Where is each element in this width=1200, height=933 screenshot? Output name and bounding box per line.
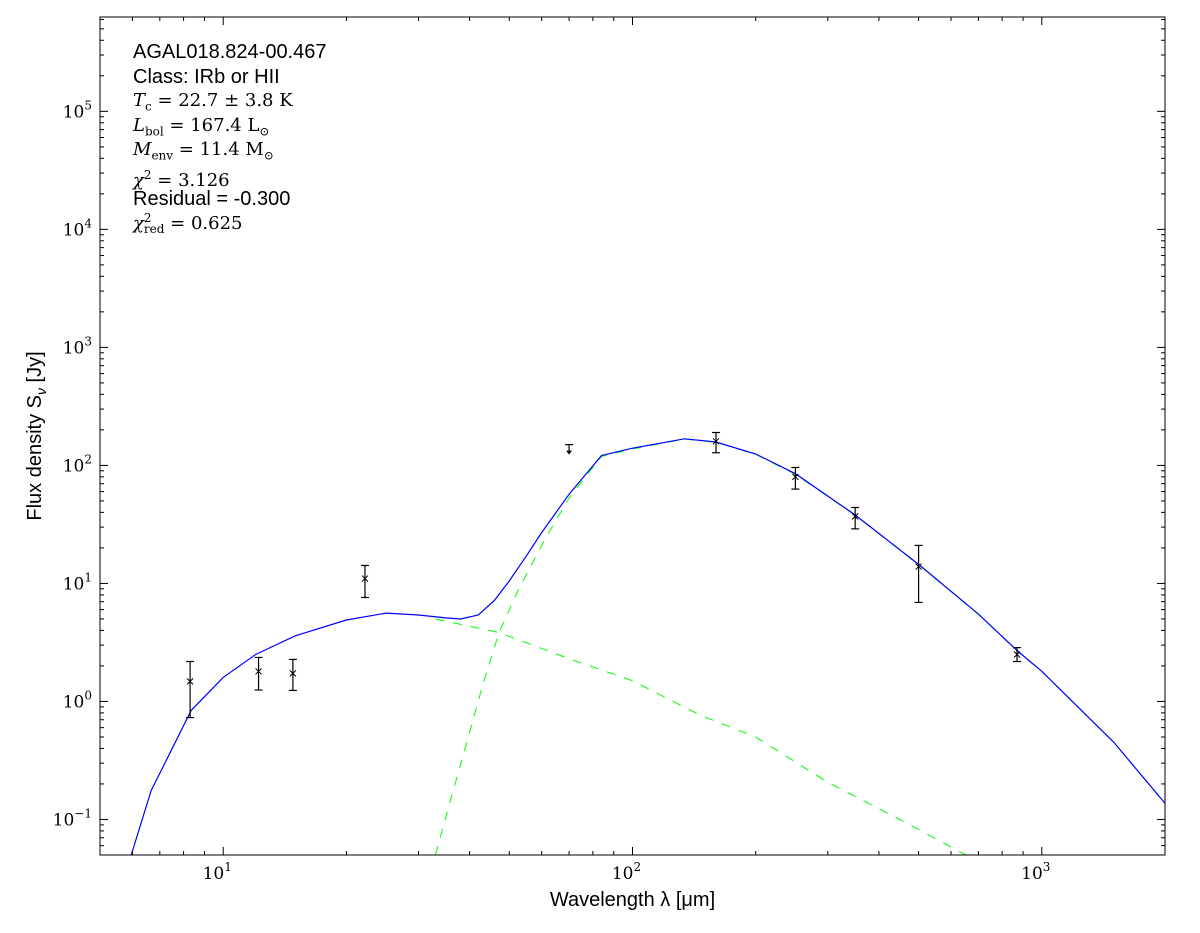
y-tick-label: 103 — [63, 334, 92, 358]
fit-annotations: AGAL018.824-00.467 Class: IRb or HII Tc … — [133, 40, 327, 236]
y-tick-exponent: −1 — [74, 806, 92, 820]
data-point-marker — [255, 667, 262, 675]
y-tick-exponent: 1 — [84, 570, 92, 584]
y-tick-exponent: 0 — [84, 688, 92, 702]
y-tick-exponent: 3 — [84, 334, 92, 348]
data-point-marker — [361, 575, 369, 582]
temperature-label: Tc = 22.7 ± 3.8 K — [133, 90, 293, 114]
x-tick-exponent: 3 — [1043, 860, 1051, 874]
y-axis-label-main: Flux density S — [24, 395, 46, 521]
y-tick-base: 10 — [63, 456, 85, 476]
luminosity-label: Lbol = 167.4 L⊙ — [133, 114, 270, 139]
y-tick-label: 105 — [63, 98, 92, 122]
y-axis-label-unit: [Jy] — [24, 351, 46, 388]
y-axis-label-sub: ν — [33, 388, 49, 395]
y-tick-exponent: 4 — [84, 216, 92, 230]
y-tick-exponent: 5 — [84, 98, 92, 112]
source-name: AGAL018.824-00.467 — [133, 41, 327, 63]
y-tick-label: 102 — [63, 452, 92, 476]
residual-label: Residual = -0.300 — [133, 188, 291, 210]
y-tick-base: 10 — [63, 220, 85, 240]
y-tick-base: 10 — [63, 338, 85, 358]
y-tick-label: 104 — [63, 216, 93, 240]
y-tick-base: 10 — [53, 810, 75, 830]
y-tick-exponent: 2 — [84, 452, 92, 466]
y-tick-label: 101 — [63, 570, 92, 594]
y-tick-label: 100 — [63, 688, 92, 712]
data-point-marker — [792, 473, 799, 481]
total-model-curve — [130, 438, 1165, 855]
x-tick-exponent: 1 — [224, 860, 232, 874]
y-tick-base: 10 — [63, 102, 85, 122]
data-point-marker — [915, 563, 922, 570]
y-tick-base: 10 — [63, 574, 85, 594]
x-tick-label: 102 — [612, 860, 641, 884]
data-point-marker — [851, 513, 859, 520]
y-tick-label: 10−1 — [53, 806, 92, 830]
x-tick-label: 101 — [203, 860, 232, 884]
mass-label: Menv = 11.4 M⊙ — [133, 139, 274, 163]
upper-limit-arrow — [566, 450, 573, 455]
x-tick-exponent: 2 — [634, 860, 642, 874]
chi2-label: χ2 = 3.126 — [133, 167, 230, 191]
data-point-marker — [186, 678, 194, 685]
data-point-marker — [289, 670, 297, 677]
data-point-marker — [1013, 651, 1021, 658]
y-axis-label: Flux density Sν [Jy] — [24, 351, 49, 520]
plot-area — [130, 431, 1165, 855]
x-tick-label: 103 — [1021, 860, 1050, 884]
y-tick-base: 10 — [63, 692, 85, 712]
chi2-reduced-label: χ 2 red = 0.625 — [133, 210, 243, 236]
source-class: Class: IRb or HII — [133, 65, 280, 88]
x-axis-label: Wavelength λ [μm] — [550, 889, 715, 911]
data-point-marker — [712, 437, 720, 445]
component-model-curve-2 — [434, 438, 1165, 855]
component-model-curve-1 — [435, 618, 967, 855]
